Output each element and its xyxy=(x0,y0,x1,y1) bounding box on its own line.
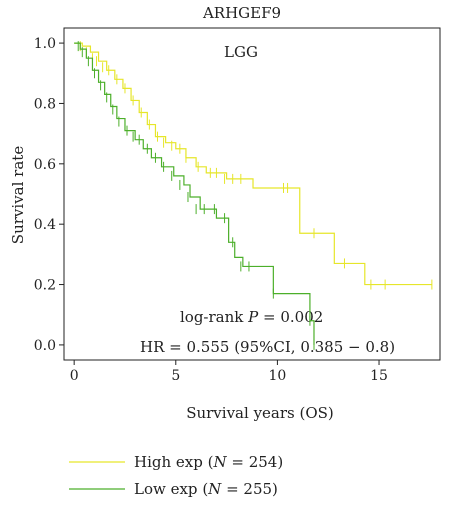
hr-annotation: HR = 0.555 (95%CI, 0.385 − 0.8) xyxy=(140,338,395,356)
logrank-value: = 0.002 xyxy=(258,308,323,326)
y-tick-label: 0.2 xyxy=(34,278,56,294)
series-high-exp xyxy=(74,41,433,290)
series-low-exp xyxy=(74,41,315,350)
x-axis-label: Survival years (OS) xyxy=(186,404,334,422)
legend-n-high: 254 xyxy=(249,453,278,471)
axes: 0 5 10 15 0.0 0.2 0.4 0.6 0.8 1.0 xyxy=(34,27,441,384)
x-tick-label: 15 xyxy=(370,368,388,384)
legend: High exp (N = 254) Low exp (N = 255) xyxy=(69,453,283,498)
x-tick-label: 0 xyxy=(70,368,79,384)
series-line-high-exp xyxy=(74,42,432,286)
legend-name-high: High exp xyxy=(134,453,203,471)
y-tick-label: 0.0 xyxy=(34,338,56,354)
logrank-prefix: log-rank xyxy=(180,308,248,326)
legend-n-symbol-high: N xyxy=(212,453,227,471)
legend-n-symbol-low: N xyxy=(207,480,222,498)
y-tick-label: 1.0 xyxy=(34,36,56,52)
y-tick-label: 0.8 xyxy=(34,96,56,112)
series-layer xyxy=(74,41,433,350)
x-tick-label: 10 xyxy=(268,368,286,384)
chart-title: ARHGEF9 xyxy=(202,4,281,22)
legend-n-low: 255 xyxy=(243,480,272,498)
legend-label-high: High exp (N = 254) xyxy=(134,453,283,471)
plot-frame xyxy=(63,27,441,361)
legend-label-low: Low exp (N = 255) xyxy=(134,480,278,498)
chart-subtitle: LGG xyxy=(224,43,258,61)
y-tick-label: 0.4 xyxy=(34,217,56,233)
logrank-annotation: log-rank P = 0.002 xyxy=(180,308,323,326)
logrank-p-symbol: P xyxy=(247,308,259,326)
y-axis-label: Survival rate xyxy=(9,146,27,245)
series-line-low-exp xyxy=(74,42,315,345)
legend-name-low: Low exp xyxy=(134,480,198,498)
x-tick-label: 5 xyxy=(171,368,180,384)
y-tick-label: 0.6 xyxy=(34,157,56,173)
